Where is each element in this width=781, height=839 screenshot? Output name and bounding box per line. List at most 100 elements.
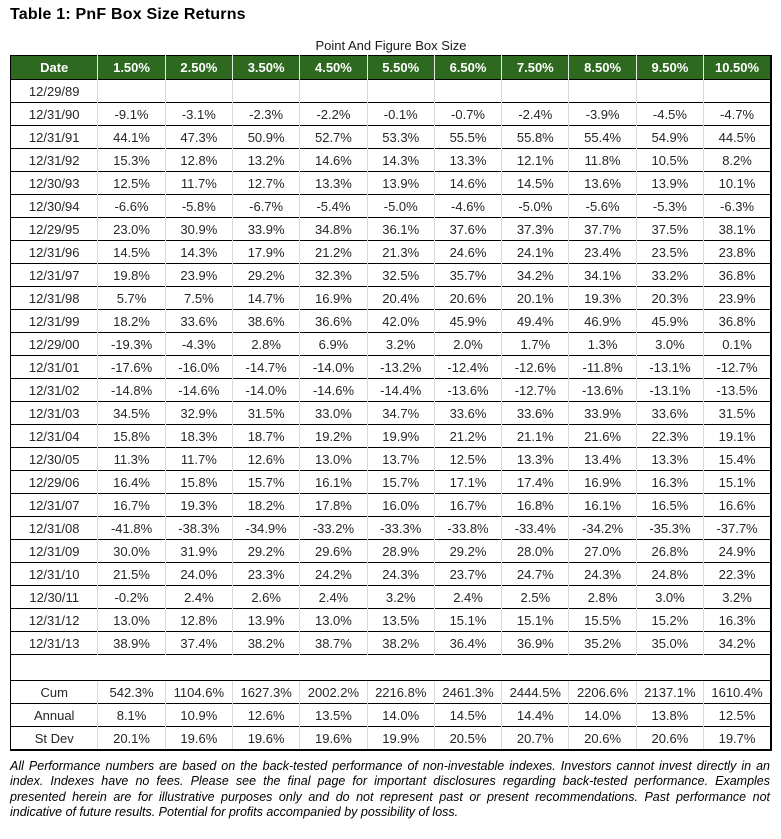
return-value-cell: 10.1% <box>703 171 771 195</box>
date-cell: 12/29/06 <box>10 470 98 494</box>
return-value-cell: -14.0% <box>299 355 368 379</box>
return-value-cell: 14.3% <box>366 148 435 172</box>
return-value-cell: 38.1% <box>703 217 771 241</box>
return-value-cell: -33.4% <box>501 516 569 540</box>
return-value-cell: 20.1% <box>97 726 166 750</box>
return-value-cell: 23.3% <box>231 562 300 586</box>
return-value-cell: 20.3% <box>635 286 704 310</box>
return-value-cell: -13.6% <box>568 378 637 402</box>
table-row: 12/31/99 18.2% 33.6% 38.6% 36.6% 42.0% 45.9% 49… <box>10 309 771 333</box>
return-value-cell: 38.2% <box>231 631 300 655</box>
date-cell: 12/31/08 <box>10 516 98 540</box>
return-value-cell: 37.7% <box>568 217 637 241</box>
return-value-cell: -5.6% <box>568 194 637 218</box>
return-value-cell: 28.0% <box>501 539 569 563</box>
disclaimer-footnote: All Performance numbers are based on the… <box>10 759 770 819</box>
summary-row: Annual 8.1% 10.9% 12.6% 13.5% 14.0% 14.5% 14.4%… <box>10 703 771 727</box>
table-row: 12/31/08 -41.8% -38.3% -34.9% -33.2% -33.3% -3… <box>10 516 771 540</box>
return-value-cell: 18.2% <box>231 493 300 517</box>
table-body: 12/29/89 12/31/90 -9.1% -3.1% -2.3% -2.2% -0.1… <box>10 79 771 750</box>
return-value-cell: 14.4% <box>501 703 569 727</box>
return-value-cell: 16.8% <box>501 493 569 517</box>
return-value-cell: 18.7% <box>231 424 300 448</box>
return-value-cell: 24.0% <box>164 562 233 586</box>
table-row: 12/31/01 -17.6% -16.0% -14.7% -14.0% -13.2% -1… <box>10 355 771 379</box>
return-value-cell: 16.6% <box>703 493 771 517</box>
return-value-cell: -38.3% <box>164 516 233 540</box>
return-value-cell: 24.7% <box>501 562 569 586</box>
spacer-row <box>10 654 771 681</box>
return-value-cell: 2137.1% <box>635 680 704 704</box>
return-value-cell: 33.6% <box>501 401 569 425</box>
return-value-cell: -12.7% <box>501 378 569 402</box>
table-row: 12/31/92 15.3% 12.8% 13.2% 14.6% 14.3% 13.3% 12… <box>10 148 771 172</box>
return-value-cell: 42.0% <box>366 309 435 333</box>
table-row: 12/31/03 34.5% 32.9% 31.5% 33.0% 34.7% 33.6% 33… <box>10 401 771 425</box>
return-value-cell: 19.6% <box>299 726 368 750</box>
return-value-cell: 14.3% <box>164 240 233 264</box>
return-value-cell: 15.4% <box>703 447 771 471</box>
return-value-cell: -5.0% <box>501 194 569 218</box>
return-value-cell: 34.2% <box>501 263 569 287</box>
column-header-boxsize: 3.50% <box>231 55 300 80</box>
return-value-cell: 24.1% <box>501 240 569 264</box>
return-value-cell: 21.6% <box>568 424 637 448</box>
return-value-cell: 3.2% <box>366 585 435 609</box>
summary-row: St Dev 20.1% 19.6% 19.6% 19.6% 19.9% 20.5% 20.7… <box>10 726 771 750</box>
pnf-returns-table: Date 1.50% 2.50% 3.50% 4.50% 5.50% 6.50% 7.50% 8… <box>10 55 772 751</box>
return-value-cell: -12.6% <box>501 355 569 379</box>
return-value-cell: -14.6% <box>299 378 368 402</box>
return-value-cell: 15.2% <box>635 608 704 632</box>
return-value-cell: -33.3% <box>366 516 435 540</box>
date-cell: 12/31/98 <box>10 286 98 310</box>
return-value-cell: 10.5% <box>635 148 704 172</box>
return-value-cell: 12.1% <box>501 148 569 172</box>
return-value-cell: 15.1% <box>501 608 569 632</box>
return-value-cell: 14.5% <box>97 240 166 264</box>
return-value-cell: 16.1% <box>299 470 368 494</box>
return-value-cell: 13.5% <box>299 703 368 727</box>
table-row: 12/29/00 -19.3% -4.3% 2.8% 6.9% 3.2% 2.0% 1.7% 1… <box>10 332 771 356</box>
summary-row: Cum 542.3% 1104.6% 1627.3% 2002.2% 2216.8% 246… <box>10 680 771 704</box>
table-row: 12/31/97 19.8% 23.9% 29.2% 32.3% 32.5% 35.7% 34… <box>10 263 771 287</box>
return-value-cell: 23.7% <box>433 562 502 586</box>
return-value-cell: 20.4% <box>366 286 435 310</box>
return-value-cell: 24.3% <box>568 562 637 586</box>
return-value-cell: -17.6% <box>97 355 166 379</box>
return-value-cell: 13.3% <box>433 148 502 172</box>
summary-label-cell: Annual <box>10 703 98 727</box>
return-value-cell: -9.1% <box>97 102 166 126</box>
return-value-cell: 33.9% <box>231 217 300 241</box>
return-value-cell: -33.2% <box>299 516 368 540</box>
return-value-cell <box>164 79 233 103</box>
date-cell: 12/31/07 <box>10 493 98 517</box>
table-row: 12/31/13 38.9% 37.4% 38.2% 38.7% 38.2% 36.4% 36… <box>10 631 771 655</box>
return-value-cell: -5.3% <box>635 194 704 218</box>
return-value-cell: 52.7% <box>299 125 368 149</box>
return-value-cell: 542.3% <box>97 680 166 704</box>
return-value-cell: 17.1% <box>433 470 502 494</box>
column-header-boxsize: 4.50% <box>299 55 368 80</box>
column-header-date: Date <box>10 55 98 80</box>
return-value-cell <box>635 79 704 103</box>
return-value-cell: 3.0% <box>635 332 704 356</box>
table-row: 12/31/10 21.5% 24.0% 23.3% 24.2% 24.3% 23.7% 24… <box>10 562 771 586</box>
date-cell: 12/30/93 <box>10 171 98 195</box>
return-value-cell: 24.8% <box>635 562 704 586</box>
return-value-cell: 36.9% <box>501 631 569 655</box>
return-value-cell: 21.3% <box>366 240 435 264</box>
column-header-boxsize: 6.50% <box>433 55 502 80</box>
return-value-cell: -13.6% <box>433 378 502 402</box>
return-value-cell: 0.1% <box>703 332 771 356</box>
return-value-cell: 31.5% <box>231 401 300 425</box>
return-value-cell: 15.8% <box>97 424 166 448</box>
return-value-cell: 2.8% <box>231 332 300 356</box>
return-value-cell: 13.9% <box>231 608 300 632</box>
return-value-cell: 35.0% <box>635 631 704 655</box>
return-value-cell: 17.4% <box>501 470 569 494</box>
return-value-cell: 33.2% <box>635 263 704 287</box>
column-header-boxsize: 10.50% <box>703 55 771 80</box>
return-value-cell: 16.7% <box>97 493 166 517</box>
date-cell: 12/31/99 <box>10 309 98 333</box>
return-value-cell: -2.3% <box>231 102 300 126</box>
